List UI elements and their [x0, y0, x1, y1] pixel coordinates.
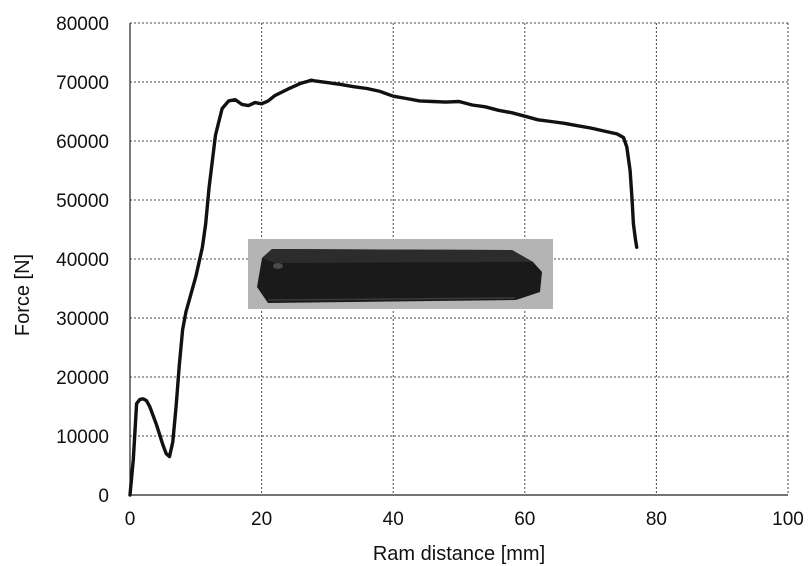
axes: [129, 23, 788, 496]
y-tick-label: 0: [98, 486, 109, 507]
x-tick-label: 0: [125, 509, 136, 530]
y-tick-label: 60000: [56, 132, 109, 153]
specimen-spot: [273, 263, 283, 269]
y-tick-label: 80000: [56, 14, 109, 35]
x-tick-labels: 0 20 40 60 80 100: [125, 509, 804, 530]
y-axis-title: Force [N]: [12, 254, 34, 336]
x-tick-label: 20: [251, 509, 272, 530]
specimen-photo-inset: [248, 239, 553, 309]
y-tick-label: 50000: [56, 191, 109, 212]
y-tick-label: 20000: [56, 368, 109, 389]
y-tick-labels: 0 10000 20000 30000 40000 50000 60000 70000 8000…: [56, 14, 109, 507]
x-tick-label: 60: [514, 509, 535, 530]
specimen-bar-top-face: [262, 249, 533, 263]
x-tick-label: 40: [383, 509, 404, 530]
x-tick-label: 100: [772, 509, 804, 530]
y-tick-label: 70000: [56, 73, 109, 94]
y-tick-label: 40000: [56, 250, 109, 271]
x-axis-title: Ram distance [mm]: [373, 543, 545, 565]
force-curve: [128, 78, 639, 497]
y-tick-label: 30000: [56, 309, 109, 330]
y-tick-label: 10000: [56, 427, 109, 448]
specimen-edge-highlight: [267, 297, 516, 301]
x-tick-label: 80: [646, 509, 667, 530]
